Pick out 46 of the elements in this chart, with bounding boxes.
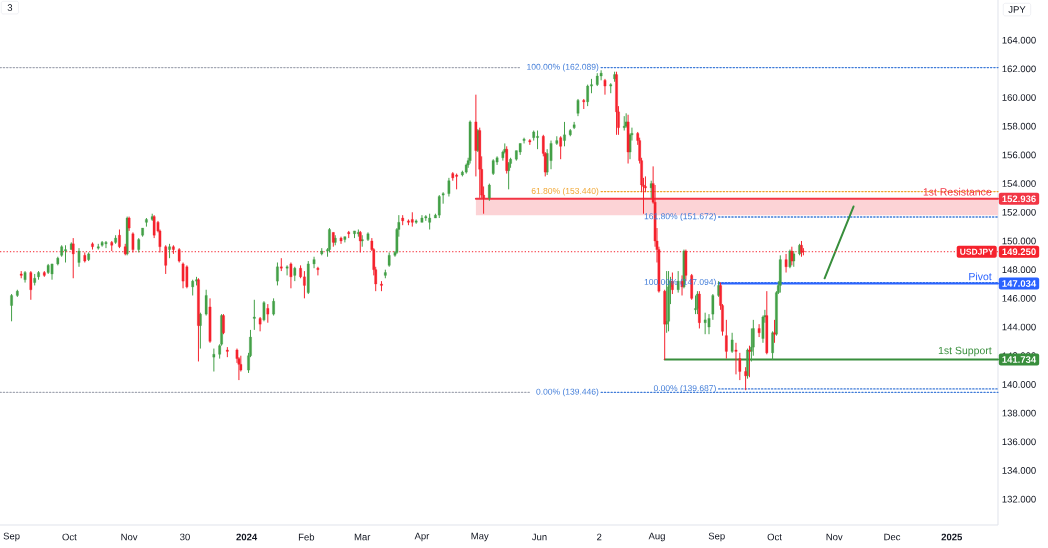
x-tick-label: Nov bbox=[121, 533, 138, 541]
y-tick-label: 146.000 bbox=[1002, 294, 1036, 302]
x-tick-label: 2024 bbox=[236, 533, 258, 541]
series-label: 61.80% (153.440) bbox=[531, 187, 599, 196]
y-tick-label: 156.000 bbox=[1002, 151, 1036, 159]
x-tick-label: Sep bbox=[3, 532, 20, 542]
x-tick-label: Sep bbox=[708, 532, 725, 542]
y-tick-label: 144.000 bbox=[1002, 323, 1036, 331]
y-tick-label: 138.000 bbox=[1002, 409, 1036, 417]
y-tick-label: 140.000 bbox=[1002, 381, 1036, 388]
data-label: 147.034 bbox=[1002, 280, 1037, 287]
x-tick-label: Oct bbox=[767, 533, 782, 541]
y-tick-label: 148.000 bbox=[1002, 266, 1036, 274]
x-tick-label: 2025 bbox=[941, 533, 963, 541]
y-tick-label: 164.000 bbox=[1002, 36, 1036, 44]
x-tick-label: 2 bbox=[597, 533, 602, 541]
annotation: 3 bbox=[7, 4, 13, 11]
data-label: 141.734 bbox=[1002, 356, 1037, 363]
series-label: 1st Support bbox=[938, 346, 992, 357]
y-tick-label: 150.000 bbox=[1002, 237, 1036, 245]
y-tick-label: 132.000 bbox=[1002, 495, 1036, 503]
x-tick-label: 30 bbox=[180, 533, 190, 541]
series-label: 0.00% (139.446) bbox=[536, 388, 599, 397]
x-tick-label: Mar bbox=[354, 533, 371, 541]
x-tick-label: Oct bbox=[62, 533, 77, 541]
x-tick-label: Jun bbox=[531, 533, 547, 541]
y-tick-label: 162.000 bbox=[1002, 65, 1036, 73]
y-tick-label: 152.000 bbox=[1002, 208, 1036, 216]
x-tick-label: Nov bbox=[826, 533, 843, 541]
y-axis-title: JPY bbox=[1008, 6, 1026, 13]
x-tick-label: Apr bbox=[414, 532, 430, 542]
x-tick-label: Aug bbox=[648, 532, 665, 542]
legend-label: USDJPY bbox=[960, 248, 994, 255]
x-tick-label: May bbox=[471, 532, 489, 542]
series-label: 0.00% (139.687) bbox=[653, 384, 716, 393]
y-tick-label: 134.000 bbox=[1002, 467, 1036, 474]
x-tick-label: Feb bbox=[298, 533, 315, 541]
y-tick-label: 160.000 bbox=[1002, 94, 1036, 101]
data-label: 152.936 bbox=[1002, 195, 1036, 203]
y-tick-label: 154.000 bbox=[1002, 180, 1036, 187]
series-label: 100.00% (162.089) bbox=[527, 63, 599, 72]
x-tick-label: Dec bbox=[884, 533, 901, 541]
y-tick-label: 136.000 bbox=[1002, 438, 1036, 446]
y-tick-label: 158.000 bbox=[1002, 122, 1036, 130]
legend-label: Pivot bbox=[969, 272, 992, 281]
ref-line-label: 149.250 bbox=[1002, 248, 1036, 256]
